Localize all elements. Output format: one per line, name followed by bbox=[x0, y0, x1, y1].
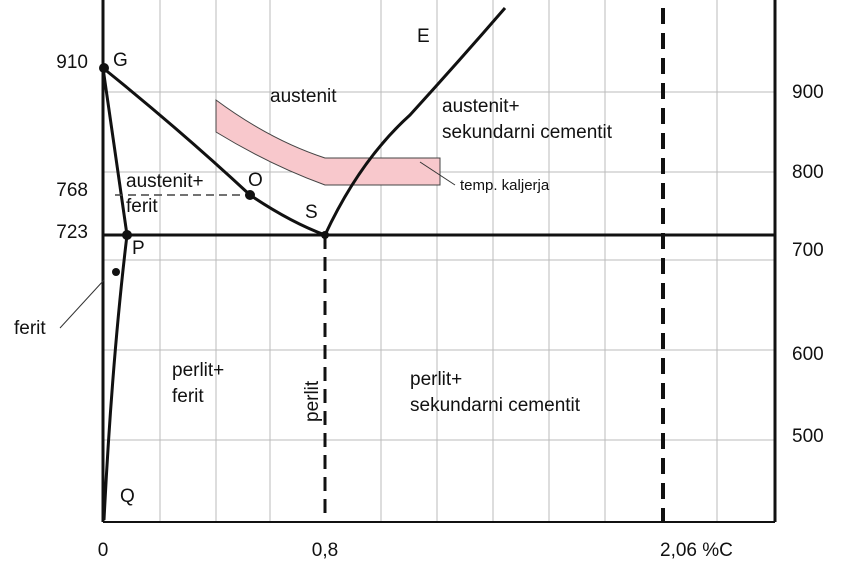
right-label: 500 bbox=[792, 426, 824, 447]
region-label: perlit+ bbox=[172, 360, 224, 381]
se-line bbox=[323, 7, 507, 236]
point-g bbox=[99, 63, 109, 73]
region-label: sekundarni cementit bbox=[410, 395, 581, 416]
region-label: austenit bbox=[270, 86, 337, 107]
point-label: O bbox=[248, 170, 263, 191]
point-label: P bbox=[132, 238, 145, 259]
region-label: ferit bbox=[172, 386, 204, 407]
pq-line bbox=[102, 234, 129, 521]
temp-leader bbox=[419, 161, 456, 186]
right-label: 700 bbox=[792, 240, 824, 261]
region-label: temp. kaljerja bbox=[460, 177, 550, 194]
bottom-label: 0 bbox=[98, 540, 109, 561]
point-label: G bbox=[113, 50, 128, 71]
region-label: ferit bbox=[126, 196, 158, 217]
grid bbox=[103, 0, 775, 522]
point-label: Q bbox=[120, 486, 135, 507]
ferit-leader bbox=[59, 279, 105, 329]
right-label: 600 bbox=[792, 344, 824, 365]
region-label: austenit+ bbox=[442, 96, 520, 117]
left-label: 910 bbox=[56, 52, 88, 73]
point-p bbox=[122, 230, 132, 240]
right-label: 800 bbox=[792, 162, 824, 183]
point-s bbox=[321, 231, 329, 239]
right-label: 900 bbox=[792, 82, 824, 103]
point-label: S bbox=[305, 202, 318, 223]
gos-line bbox=[102, 66, 326, 237]
bottom-label: 2,06 %C bbox=[660, 540, 733, 561]
left-label: 723 bbox=[56, 222, 88, 243]
left-label: 768 bbox=[56, 180, 88, 201]
point-label: E bbox=[417, 26, 430, 47]
temper-band bbox=[215, 99, 441, 186]
region-label: perlit+ bbox=[410, 369, 462, 390]
ferit-dot bbox=[112, 268, 120, 276]
region-label: austenit+ bbox=[126, 171, 204, 192]
point-o bbox=[245, 190, 255, 200]
gp-line bbox=[101, 67, 129, 236]
region-label: sekundarni cementit bbox=[442, 122, 613, 143]
region-label: ferit bbox=[14, 318, 46, 339]
region-label: perlit bbox=[302, 380, 323, 422]
bottom-label: 0,8 bbox=[312, 540, 338, 561]
